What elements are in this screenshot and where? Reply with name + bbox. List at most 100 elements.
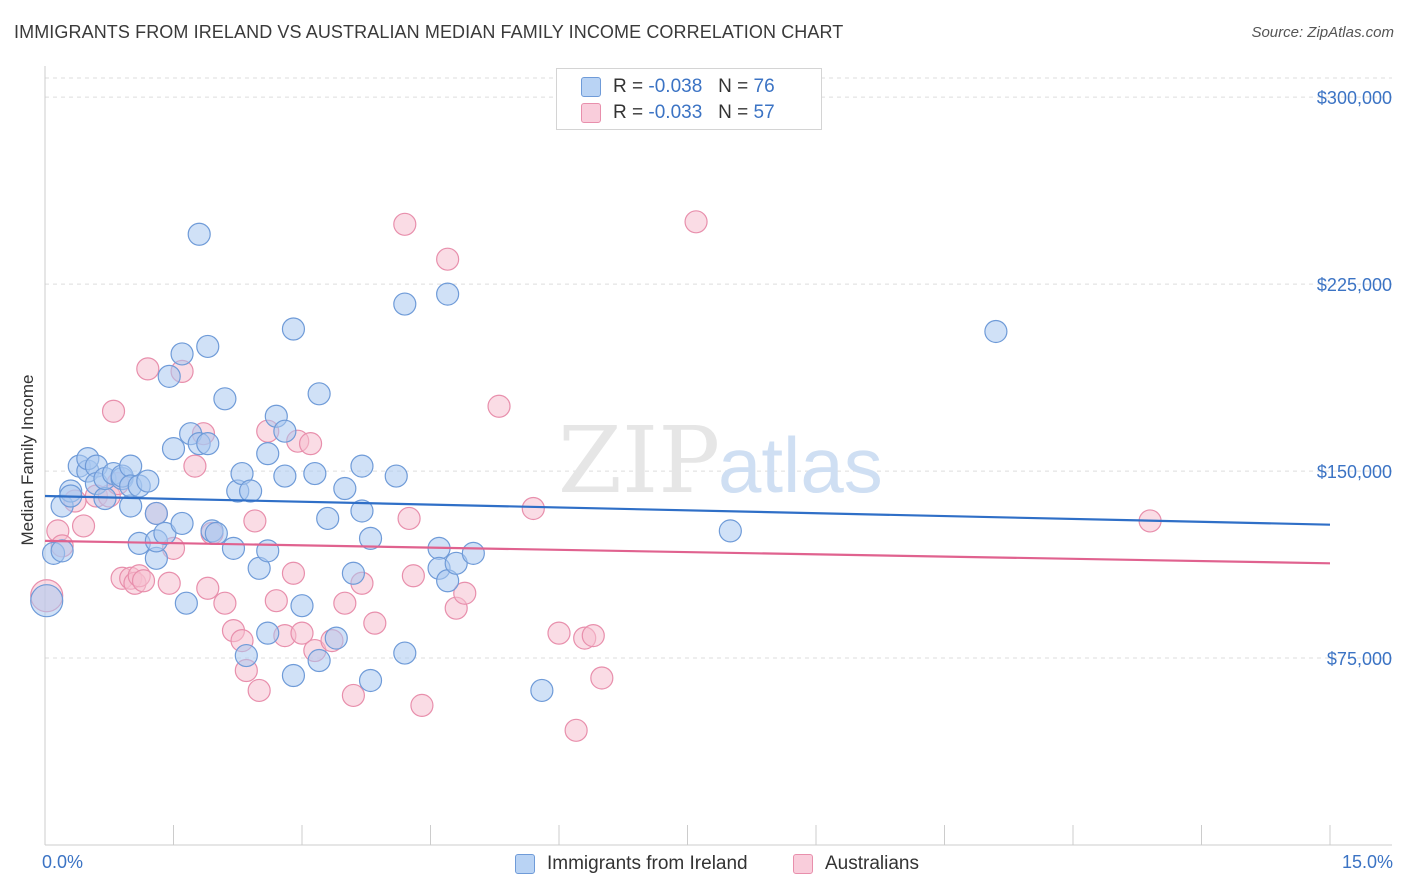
point-ireland bbox=[341, 561, 365, 585]
point-australians bbox=[393, 212, 417, 236]
legend-r-label: R = bbox=[613, 76, 644, 97]
point-ireland bbox=[324, 626, 348, 650]
point-ireland bbox=[281, 317, 306, 341]
point-ireland bbox=[196, 432, 220, 456]
point-australians bbox=[71, 514, 96, 538]
legend-n-value-australians: 57 bbox=[753, 102, 775, 123]
point-ireland bbox=[144, 501, 168, 526]
point-australians bbox=[247, 678, 271, 703]
point-australians bbox=[590, 666, 614, 690]
point-ireland bbox=[136, 469, 160, 493]
point-ireland bbox=[393, 292, 417, 316]
point-australians bbox=[436, 247, 460, 271]
watermark: ZIP atlas bbox=[558, 407, 883, 514]
point-ireland bbox=[256, 442, 280, 466]
point-australians bbox=[521, 496, 545, 521]
point-australians bbox=[136, 357, 160, 381]
x-tick-label-min: 0.0% bbox=[42, 852, 84, 872]
point-ireland bbox=[170, 342, 194, 366]
point-ireland bbox=[358, 526, 383, 550]
point-australians bbox=[281, 561, 306, 585]
point-australians bbox=[131, 569, 156, 593]
point-australians bbox=[397, 506, 421, 531]
series-swatch-ireland bbox=[515, 854, 535, 874]
point-ireland bbox=[307, 382, 331, 406]
point-ireland bbox=[333, 476, 357, 501]
point-ireland bbox=[234, 643, 258, 668]
point-australians bbox=[213, 591, 237, 615]
point-ireland bbox=[718, 519, 742, 543]
point-ireland bbox=[984, 319, 1008, 344]
watermark-zip: ZIP bbox=[558, 407, 720, 514]
point-australians bbox=[243, 509, 267, 533]
point-australians bbox=[581, 624, 605, 648]
point-ireland bbox=[303, 461, 327, 486]
point-ireland bbox=[174, 591, 198, 615]
point-australians bbox=[401, 564, 425, 588]
point-ireland bbox=[187, 222, 211, 246]
point-ireland bbox=[350, 454, 374, 478]
point-ireland bbox=[157, 364, 181, 388]
legend-r-value-ireland: -0.038 bbox=[648, 76, 703, 97]
axes bbox=[44, 66, 1392, 846]
y-tick-label: $225,000 bbox=[1317, 275, 1392, 295]
point-australians bbox=[453, 581, 477, 605]
point-australians bbox=[183, 454, 207, 478]
point-ireland bbox=[436, 282, 460, 306]
point-australians bbox=[564, 718, 588, 742]
point-ireland bbox=[221, 536, 246, 560]
series-ireland-points bbox=[30, 222, 1008, 703]
legend-r-label: R = bbox=[613, 102, 644, 123]
point-australians bbox=[363, 611, 387, 635]
point-australians bbox=[410, 693, 434, 718]
point-australians bbox=[157, 571, 181, 595]
y-tick-label: $150,000 bbox=[1317, 462, 1392, 482]
point-ireland bbox=[50, 539, 74, 563]
point-ireland bbox=[530, 678, 554, 703]
point-ireland bbox=[290, 594, 314, 618]
point-ireland bbox=[204, 521, 228, 546]
point-ireland bbox=[273, 464, 297, 488]
point-australians bbox=[487, 394, 511, 418]
point-australians bbox=[101, 399, 126, 423]
point-ireland bbox=[170, 511, 194, 536]
point-ireland bbox=[316, 506, 340, 531]
point-australians bbox=[684, 210, 708, 234]
series-legend: Immigrants from Ireland Australians bbox=[0, 852, 1406, 878]
point-australians bbox=[547, 621, 571, 645]
trend-line-ireland bbox=[44, 494, 1331, 526]
point-ireland bbox=[358, 668, 383, 693]
point-ireland bbox=[393, 641, 417, 665]
point-ireland bbox=[161, 437, 186, 461]
series-name-ireland: Immigrants from Ireland bbox=[547, 853, 748, 874]
trend-lines bbox=[44, 494, 1331, 565]
point-australians bbox=[298, 432, 323, 456]
point-ireland bbox=[273, 419, 297, 443]
trend-line-australians bbox=[44, 539, 1331, 565]
legend-swatch-ireland bbox=[581, 77, 601, 97]
point-ireland bbox=[281, 663, 306, 688]
chart-title: IMMIGRANTS FROM IRELAND VS AUSTRALIAN ME… bbox=[14, 22, 844, 42]
point-ireland bbox=[239, 479, 263, 503]
legend-n-label: N = bbox=[718, 76, 749, 97]
source-label: Source: ZipAtlas.com bbox=[1251, 24, 1394, 41]
y-tick-label: $300,000 bbox=[1317, 88, 1392, 108]
point-australians bbox=[196, 576, 220, 600]
series-name-australians: Australians bbox=[825, 853, 919, 874]
point-ireland bbox=[256, 621, 280, 645]
legend-r-value-australians: -0.033 bbox=[648, 102, 703, 123]
point-australians bbox=[264, 589, 288, 613]
point-ireland bbox=[384, 464, 408, 488]
point-ireland bbox=[461, 541, 485, 565]
point-ireland bbox=[307, 648, 331, 673]
point-ireland bbox=[213, 387, 237, 411]
y-tick-labels: $75,000 $150,000 $225,000 $300,000 bbox=[1317, 88, 1392, 669]
x-tick-label-max: 15.0% bbox=[1341, 852, 1393, 872]
point-ireland bbox=[350, 499, 374, 523]
point-ireland bbox=[444, 551, 468, 575]
point-ireland bbox=[256, 539, 280, 563]
gridlines bbox=[45, 77, 1392, 659]
point-australians bbox=[341, 683, 365, 708]
point-australians bbox=[290, 621, 314, 645]
